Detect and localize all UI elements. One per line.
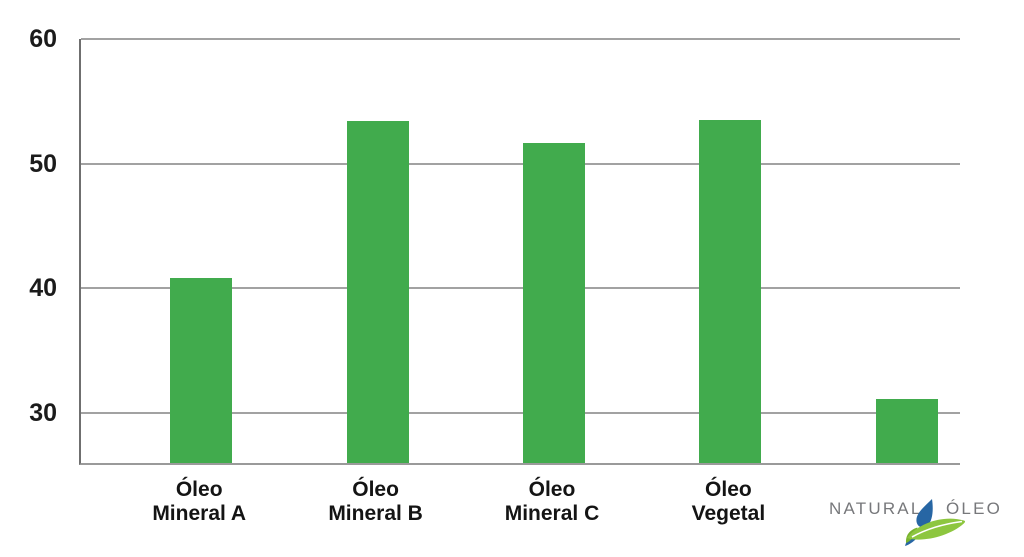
x-axis-label-line1: Óleo [705,478,752,501]
bar--leo-mineral-b [346,121,409,463]
gridline-y-60 [81,38,960,40]
y-tick-label-50: 50 [29,149,57,178]
leaf-icon [905,499,966,546]
x-axis-label-oleo-mineral-b: Óleo Mineral B [287,478,463,526]
x-axis-label-line1: Óleo [352,478,399,501]
bar--leo-mineral-c [523,142,585,463]
gridline-y-30 [81,412,960,415]
x-axis-label-line1: Óleo [528,478,576,501]
bar--leo-mineral-a [170,278,233,463]
x-axis-label-oleo-mineral-a: Óleo Mineral A [111,478,287,526]
y-tick-label-30: 30 [29,399,57,428]
logo-word-oleo: ÓLEO [946,499,1003,518]
x-axis-label-line2: Mineral C [504,502,600,525]
x-axis-label-line1: Óleo [175,478,223,501]
x-axis-label-oleo-vegetal: Óleo Vegetal [640,478,816,526]
natural-oleo-logo: NATURAL ÓLEO [829,497,1000,551]
gridline-y-40 [81,287,960,290]
y-tick-label-40: 40 [29,274,57,303]
bar-natural-leo [875,399,938,463]
logo-word-natural: NATURAL [829,499,923,518]
bar--leo-vegetal [699,120,762,463]
x-axis-label-line2: Mineral A [152,502,247,525]
gridline-y-50 [81,162,960,165]
x-axis-label-line2: Mineral B [328,502,423,525]
plot-area [79,38,960,465]
y-tick-label-60: 60 [29,25,57,53]
x-axis-label-line2: Vegetal [691,502,766,525]
x-axis-label-oleo-mineral-c: Óleo Mineral C [464,478,640,526]
